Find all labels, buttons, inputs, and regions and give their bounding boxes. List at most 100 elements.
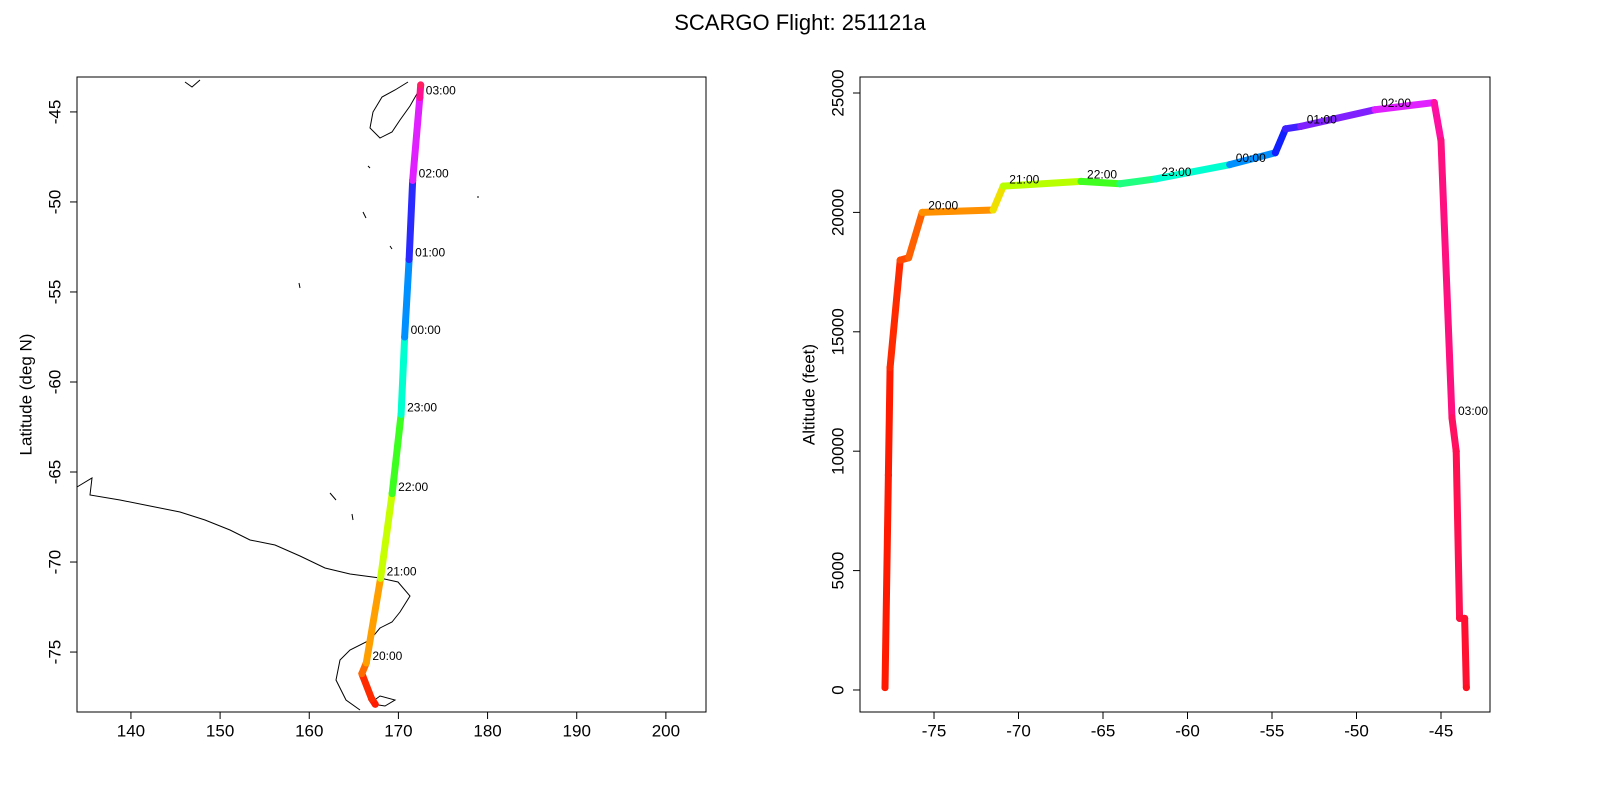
track-point (905, 254, 913, 262)
track-segment (1430, 99, 1445, 145)
y-tick-label: 25000 (828, 69, 847, 116)
track-point (884, 471, 892, 479)
time-label: 02:00 (419, 167, 449, 181)
y-tick-label: 0 (828, 685, 847, 694)
x-tick-label: 150 (206, 721, 234, 740)
time-label: 23:00 (407, 401, 437, 415)
y-tick-label: 15000 (828, 308, 847, 355)
track-point (1226, 161, 1234, 169)
track-point (1297, 122, 1305, 130)
coastlines (76, 79, 479, 711)
track-segment (1452, 447, 1464, 622)
track-point (409, 176, 417, 184)
track-segment (362, 574, 385, 667)
track-segment (1437, 137, 1456, 422)
track-point (368, 695, 376, 703)
time-label: 22:00 (1087, 168, 1117, 182)
track-point (1271, 149, 1279, 157)
plot-frame (76, 76, 707, 713)
time-label: 00:00 (1236, 151, 1266, 165)
x-tick-label: -75 (922, 721, 947, 740)
track-point (1077, 177, 1085, 185)
track-point (371, 700, 379, 708)
chart-title: SCARGO Flight: 251121a (674, 10, 926, 35)
time-label: 01:00 (415, 246, 445, 260)
x-tick-label: -70 (1006, 721, 1031, 740)
y-tick-label: -65 (45, 460, 64, 485)
track-point (416, 94, 424, 102)
track-point (397, 410, 405, 418)
track-segment (1151, 161, 1234, 183)
track-point (886, 364, 894, 372)
track-point (1282, 125, 1290, 133)
track-point (405, 256, 413, 264)
track-point (401, 333, 409, 341)
track-point (1448, 414, 1456, 422)
x-tick-label: -50 (1344, 721, 1369, 740)
x-tick-label: 160 (295, 721, 323, 740)
coastline (184, 79, 201, 88)
track-segment (1448, 414, 1460, 455)
time-label: 20:00 (372, 649, 402, 663)
coastline (298, 165, 479, 521)
time-label: 21:00 (1009, 172, 1039, 186)
coastline (371, 695, 397, 707)
track-point (1462, 684, 1470, 692)
y-tick-label: -55 (45, 280, 64, 305)
y-tick-label: 5000 (828, 552, 847, 590)
y-axis-label: Latitude (deg N) (16, 334, 35, 456)
track-point (1371, 106, 1379, 114)
y-tick-label: -60 (45, 370, 64, 395)
track-segment (1461, 614, 1470, 692)
track-point (989, 206, 997, 214)
track-segment (1271, 125, 1290, 157)
x-tick-label: -55 (1260, 721, 1285, 740)
plot-frame (859, 76, 1491, 713)
track-point (1437, 137, 1445, 145)
track-segment (1226, 149, 1279, 169)
y-tick-label: -45 (45, 100, 64, 125)
track-segment (1116, 175, 1159, 188)
time-label: 21:00 (387, 564, 417, 578)
track-segment (397, 333, 409, 418)
track-segment (918, 206, 997, 216)
coastline (369, 81, 423, 139)
x-tick-label: 190 (563, 721, 591, 740)
coastline (76, 477, 411, 711)
track-point (918, 208, 926, 216)
x-tick-label: 180 (473, 721, 501, 740)
time-label: 20:00 (928, 199, 958, 213)
y-tick-label: -75 (45, 640, 64, 665)
track-segment (881, 471, 892, 692)
track-point (1151, 175, 1159, 183)
track-segment (358, 670, 376, 703)
track-segment (405, 176, 417, 264)
time-label: 01:00 (1307, 113, 1337, 127)
track-point (1452, 447, 1460, 455)
x-tick-label: -45 (1429, 721, 1454, 740)
track-point (1461, 614, 1469, 622)
track-point (358, 670, 366, 678)
time-label: 00:00 (411, 323, 441, 337)
time-label: 02:00 (1381, 96, 1411, 110)
track-point (1456, 614, 1464, 622)
time-label: 22:00 (398, 480, 428, 494)
track: 20:00 21:00 22:00 23:00 00:00 01:00 02:00 03:00 (881, 96, 1488, 692)
track-segment (409, 94, 424, 184)
track-segment (989, 182, 1007, 214)
x-tick-label: 200 (652, 721, 680, 740)
x-tick-label: -65 (1091, 721, 1116, 740)
x-tick-label: 140 (117, 721, 145, 740)
track-segment (884, 364, 894, 479)
track-segment (905, 208, 926, 262)
track-segment (388, 410, 405, 498)
track-point (999, 182, 1007, 190)
track-point (1430, 99, 1438, 107)
time-label: 23:00 (1161, 165, 1191, 179)
track: 20:00 21:00 22:00 23:00 00:00 01:00 02:00 03:00 (358, 81, 456, 708)
y-tick-label: -70 (45, 550, 64, 575)
y-axis-label: Altitude (feet) (799, 344, 818, 445)
track-segment (377, 490, 396, 582)
